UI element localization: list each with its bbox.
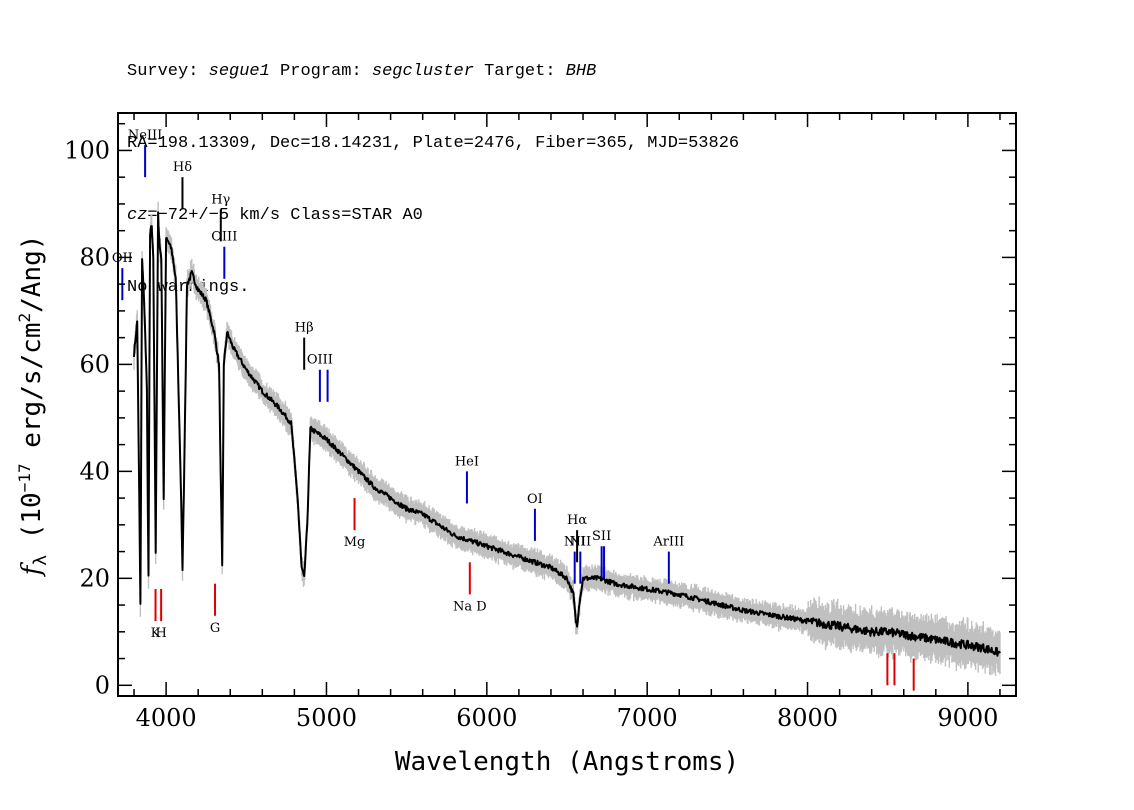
- y-axis-title-lambda: λ: [30, 555, 51, 566]
- absorption-line-label-4: Na D: [453, 599, 487, 614]
- emission-line-label-5: HeI: [455, 454, 479, 469]
- absorption-line-label-3: Mg: [344, 535, 366, 550]
- x-tick-label-6000: 6000: [456, 704, 517, 732]
- emission-line-label-3: OIII: [307, 353, 333, 368]
- emission-line-label-9: SII: [592, 529, 611, 544]
- target-value: BHB: [565, 62, 597, 81]
- axis-tick-labels: 4000 5000 6000 7000 8000 9000 0 20 40 60 80 100: [64, 136, 998, 732]
- program-value: segcluster: [371, 62, 474, 81]
- balmer-line-label-0: Hδ: [173, 160, 192, 175]
- absorption-line-label-0: K: [151, 626, 161, 641]
- balmer-line-label-1: Hγ: [211, 192, 230, 207]
- balmer-line-label-3: Hα: [567, 513, 587, 528]
- x-axis-title: Wavelength (Angstroms): [395, 747, 739, 777]
- y-tick-label-20: 20: [79, 564, 110, 592]
- y-axis-title-c: /Ang): [17, 235, 47, 313]
- emission-line-label-11: ArIII: [652, 535, 684, 550]
- header-line-survey: Survey: segue1 Program: segcluster Targe…: [127, 60, 739, 84]
- x-tick-label-7000: 7000: [617, 704, 678, 732]
- y-tick-label-60: 60: [79, 350, 110, 378]
- y-axis-title-a: (10: [17, 492, 47, 555]
- x-tick-label-8000: 8000: [777, 704, 838, 732]
- y-axis-title: fλ (10−17 erg/s/cm2/Ang): [15, 235, 51, 578]
- axis-ticks: [118, 113, 1016, 696]
- flux-line: [133, 211, 1001, 657]
- x-tick-label-4000: 4000: [136, 704, 197, 732]
- balmer-line-label-2: Hβ: [295, 321, 314, 336]
- x-tick-label-5000: 5000: [296, 704, 357, 732]
- y-tick-label-0: 0: [95, 671, 110, 699]
- error-band: [133, 201, 1001, 676]
- y-axis-title-exp: −17: [15, 463, 34, 492]
- error-band-layer: [133, 201, 1001, 676]
- spectrum-header: Survey: segue1 Program: segcluster Targe…: [127, 12, 739, 324]
- flux-series-layer: [133, 211, 1001, 657]
- y-tick-label-80: 80: [79, 243, 110, 271]
- cz-value: =−72+/−5: [147, 206, 230, 225]
- program-label: Program:: [269, 62, 372, 81]
- y-axis-title-exp2: 2: [15, 313, 34, 323]
- emission-line-label-2: OIII: [211, 230, 237, 245]
- class-text: km/s Class=STAR A0: [229, 206, 423, 225]
- emission-line-label-7: NII: [564, 535, 586, 550]
- y-tick-label-40: 40: [79, 457, 110, 485]
- survey-label: Survey:: [127, 62, 209, 81]
- emission-line-label-6: OI: [527, 492, 543, 507]
- emission-line-label-8: NII: [569, 535, 591, 550]
- x-tick-label-9000: 9000: [937, 704, 998, 732]
- y-tick-label-100: 100: [64, 136, 110, 164]
- cz-label: cz: [127, 206, 148, 225]
- header-line-redshift: cz=−72+/−5 km/s Class=STAR A0: [127, 204, 739, 228]
- target-label: Target:: [473, 62, 566, 81]
- y-axis-title-b: erg/s/cm: [17, 323, 47, 464]
- emission-line-label-1: NeIII: [128, 128, 162, 143]
- plot-frame: [117, 112, 1017, 697]
- emission-line-label-0: OII: [112, 251, 133, 266]
- survey-value: segue1: [208, 62, 270, 81]
- absorption-line-label-1: H: [155, 626, 166, 641]
- header-line-coordinates: RA=198.13309, Dec=18.14231, Plate=2476, …: [127, 134, 740, 153]
- absorption-line-label-2: G: [210, 621, 220, 636]
